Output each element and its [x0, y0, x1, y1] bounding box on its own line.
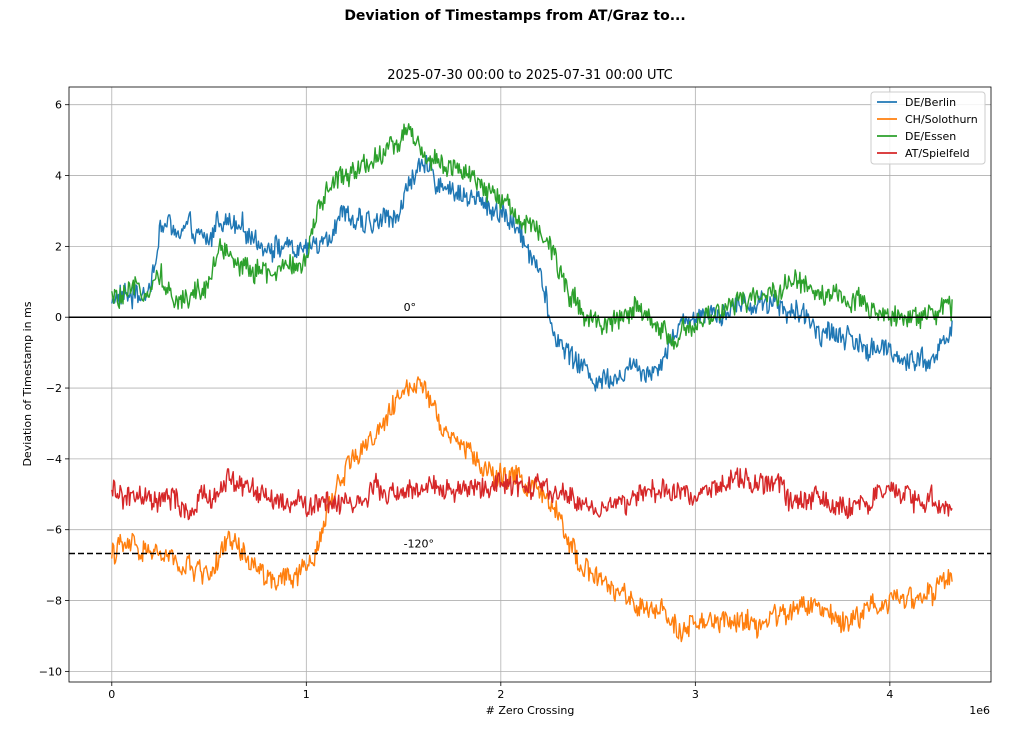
- reference-line-label: -120°: [404, 537, 434, 550]
- series-line-de-essen: [111, 123, 953, 350]
- y-tick-label: 0: [55, 311, 62, 324]
- plot-frame: [68, 86, 992, 683]
- series-line-at-spielfeld: [111, 467, 953, 521]
- x-axis-label: # Zero Crossing: [486, 704, 575, 717]
- y-tick-label: −8: [46, 595, 62, 608]
- x-tick-label: 1: [303, 688, 310, 701]
- reference-lines: 0° -120°: [69, 301, 991, 555]
- y-tick-label: −4: [46, 453, 62, 466]
- x-tick-label: 2: [497, 688, 504, 701]
- plot-background: [69, 87, 991, 682]
- legend-entry: AT/Spielfeld: [905, 147, 970, 160]
- y-axis-label: Deviation of Timestamp in ms: [21, 301, 34, 466]
- y-tick-label: 4: [55, 170, 62, 183]
- y-tick-label: −10: [39, 665, 62, 678]
- x-axis-ticks: 0 1 2 3 4: [108, 682, 893, 701]
- series-layer: [111, 123, 953, 643]
- y-tick-label: 6: [55, 99, 62, 112]
- y-axis-ticks: −10 −8 −6 −4 −2 0 2 4 6: [39, 99, 69, 678]
- series-line-de-berlin: [111, 154, 953, 392]
- chart-title: 2025-07-30 00:00 to 2025-07-31 00:00 UTC: [387, 68, 673, 83]
- series-line-ch-solothurn: [111, 376, 953, 643]
- x-axis-offset-text: 1e6: [969, 704, 990, 717]
- plot-area: [69, 87, 991, 682]
- x-tick-label: 0: [108, 688, 115, 701]
- legend-entry: DE/Essen: [905, 130, 956, 143]
- x-tick-label: 4: [886, 688, 893, 701]
- legend-box: [870, 91, 986, 165]
- plot-border: [68, 86, 992, 683]
- y-tick-label: −2: [46, 382, 62, 395]
- reference-line-label: 0°: [404, 301, 417, 314]
- legend: DE/Berlin CH/Solothurn DE/Essen AT/Spielfel…: [870, 91, 986, 165]
- y-tick-label: 2: [55, 240, 62, 253]
- chart-suptitle: Deviation of Timestamps from AT/Graz to.…: [344, 8, 685, 24]
- y-tick-label: −6: [46, 524, 62, 537]
- x-tick-label: 3: [692, 688, 699, 701]
- legend-entry: CH/Solothurn: [905, 113, 978, 126]
- legend-entry: DE/Berlin: [905, 96, 956, 109]
